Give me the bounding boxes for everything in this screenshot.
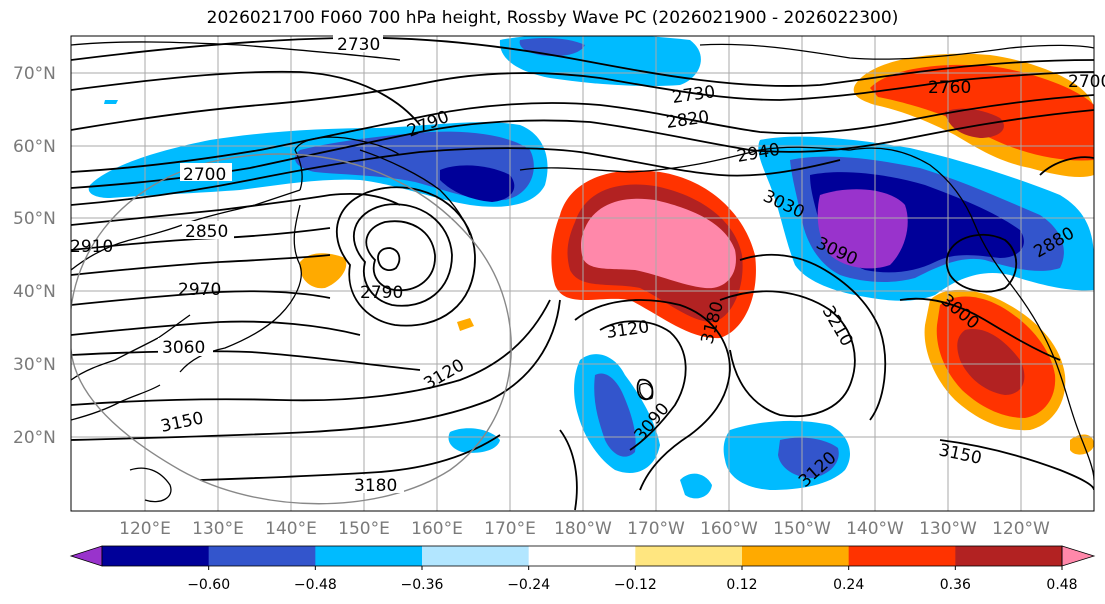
latitude-labels: 70°N 60°N 50°N 40°N 30°N 20°N: [13, 64, 56, 448]
colorbar-tick-label: 0.24: [833, 577, 864, 593]
colorbar-tick-label: −0.60: [187, 577, 230, 593]
colorbar-segment: [635, 546, 743, 566]
lon-label: 120°W: [992, 519, 1050, 539]
lat-label: 70°N: [13, 64, 56, 84]
lon-label: 130°E: [192, 519, 244, 539]
contour-label: 3180: [354, 476, 397, 496]
colorbar-tick-label: −0.48: [294, 577, 337, 593]
lon-label: 150°E: [338, 519, 390, 539]
contour-label: 2700: [183, 165, 226, 185]
lon-label: 130°W: [919, 519, 977, 539]
radius-circle: [71, 153, 512, 505]
lat-label: 20°N: [13, 428, 56, 448]
longitude-labels: 120°E 130°E 140°E 150°E 160°E 170°E 180°…: [119, 519, 1050, 539]
lon-label: 180°W: [554, 519, 612, 539]
colorbar-extend-max: [1061, 545, 1096, 567]
lat-label: 40°N: [13, 282, 56, 302]
graticule: [71, 36, 1094, 511]
colorbar-tick-label: −0.36: [401, 577, 444, 593]
lat-label: 50°N: [13, 209, 56, 229]
colorbar-segment: [848, 546, 956, 566]
lon-label: 170°W: [627, 519, 685, 539]
lat-label: 30°N: [13, 355, 56, 375]
contour-label: 2730: [337, 35, 380, 55]
colorbar-segment: [742, 546, 850, 566]
lon-label: 160°W: [700, 519, 758, 539]
colorbar-segment: [528, 546, 636, 566]
lon-label: 150°W: [773, 519, 831, 539]
colorbar-tick-label: −0.24: [507, 577, 550, 593]
colorbar-tick-label: 0.12: [726, 577, 757, 593]
coastlines: [71, 41, 1094, 503]
colorbar: −0.60 −0.48 −0.36 −0.24 −0.12 0.12 0.24 0.36 0.4…: [69, 545, 1096, 593]
colorbar-segment: [422, 546, 530, 566]
colorbar-segment: [208, 546, 316, 566]
lon-label: 120°E: [119, 519, 171, 539]
lat-label: 60°N: [13, 137, 56, 157]
lon-label: 160°E: [411, 519, 463, 539]
contour-label: 2790: [360, 283, 403, 303]
colorbar-segment: [955, 546, 1063, 566]
colorbar-segment: [315, 546, 423, 566]
colorbar-tick-label: 0.36: [940, 577, 971, 593]
contour-label: 2760: [928, 78, 971, 98]
contour-label: 2850: [185, 222, 228, 242]
colorbar-segment: [102, 546, 210, 566]
map-title: 2026021700 F060 700 hPa height, Rossby W…: [206, 8, 899, 28]
lon-label: 170°E: [484, 519, 536, 539]
contour-label: 3060: [162, 338, 205, 358]
colorbar-outline: [101, 545, 1063, 567]
contour-label: 2700: [1068, 72, 1105, 92]
colorbar-extend-min: [69, 545, 103, 567]
lon-label: 140°W: [846, 519, 904, 539]
lon-label: 140°E: [265, 519, 317, 539]
contour-label: 2910: [70, 237, 113, 257]
colorbar-tick-label: 0.48: [1046, 577, 1077, 593]
map-frame: [70, 35, 1095, 512]
colorbar-tick-label: −0.12: [614, 577, 657, 593]
contour-label: 2970: [178, 280, 221, 300]
